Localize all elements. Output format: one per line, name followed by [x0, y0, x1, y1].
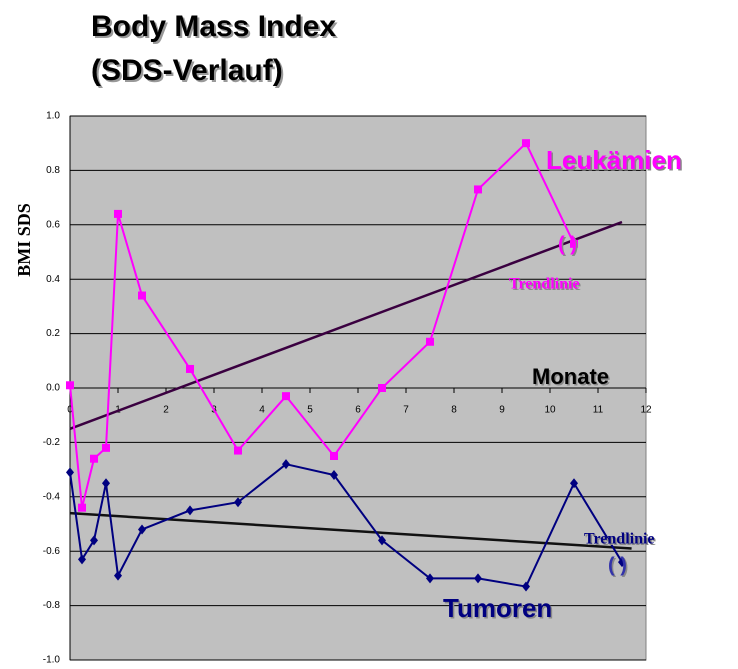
y-tick-label: 0.4 — [46, 274, 60, 285]
y-tick-label: 0.0 — [46, 383, 60, 394]
annotation-shadow: Trendlinie — [586, 532, 657, 549]
marker — [282, 392, 290, 401]
marker — [618, 557, 626, 568]
annotation-shadow: Tumoren — [445, 594, 554, 624]
annotation-shadow: Trendlinie — [511, 277, 582, 294]
title-shadow: (SDS-Verlauf) — [93, 56, 285, 89]
marker — [330, 452, 338, 460]
x-tick-label: 6 — [355, 405, 361, 416]
x-tick-label: 0 — [67, 405, 73, 416]
marker — [234, 446, 242, 455]
y-tick-label: -0.8 — [43, 600, 61, 611]
y-tick-label: 0.6 — [46, 219, 60, 230]
marker — [102, 443, 110, 452]
y-tick-label: -1.0 — [43, 655, 61, 666]
marker — [66, 467, 74, 478]
marker — [114, 209, 122, 218]
x-tick-label: 8 — [451, 405, 457, 416]
marker — [186, 364, 194, 373]
marker — [102, 478, 110, 489]
marker — [114, 570, 122, 581]
marker — [138, 524, 146, 535]
x-tick-label: 7 — [403, 405, 409, 416]
annotation-shadow: ( ) — [610, 556, 629, 578]
chart-title: (SDS-Verlauf) — [91, 54, 283, 87]
series-line — [69, 463, 623, 588]
x-tick-label: 11 — [593, 405, 604, 416]
annotation: ( ) — [608, 554, 627, 576]
marker — [234, 497, 242, 508]
x-tick-label: 12 — [640, 405, 652, 416]
y-tick-label: -0.2 — [43, 437, 61, 448]
x-tick-label: 9 — [499, 405, 505, 416]
annotation: ( ) — [558, 233, 577, 255]
marker — [78, 503, 86, 512]
marker — [570, 478, 578, 489]
trendline — [69, 511, 632, 550]
marker — [426, 337, 434, 346]
x-tick-label: 2 — [163, 405, 169, 416]
annotation-shadow: Leukämien — [548, 146, 684, 176]
x-tick-label: 4 — [259, 405, 265, 416]
marker — [90, 454, 98, 463]
annotation: Trendlinie — [509, 276, 580, 293]
marker — [330, 470, 338, 481]
x-tick-label: 10 — [544, 405, 556, 416]
annotation: Tumoren — [443, 593, 552, 623]
y-tick-label: 0.2 — [46, 328, 60, 339]
y-axis-label: BMI SDS — [14, 203, 34, 277]
annotation: Trendlinie — [584, 531, 655, 548]
marker — [66, 381, 74, 390]
x-tick-label: 5 — [307, 405, 313, 416]
marker — [474, 573, 482, 584]
trendline — [69, 220, 623, 430]
marker — [522, 139, 530, 148]
title: Body Mass Index Body Mass Index (SDS-Ver… — [91, 10, 338, 89]
marker — [522, 581, 530, 592]
marker — [186, 505, 194, 516]
marker — [378, 384, 386, 392]
annotation-shadow: Monate — [534, 365, 611, 390]
y-tick-label: -0.4 — [43, 491, 61, 502]
annotation: Leukämien — [546, 145, 682, 175]
y-tick-label: -0.6 — [43, 546, 61, 557]
marker — [570, 239, 578, 248]
title-shadow: Body Mass Index — [93, 12, 338, 45]
annotation-shadow: ( ) — [560, 235, 579, 257]
chart-title: Body Mass Index — [91, 10, 336, 43]
marker — [78, 554, 86, 565]
marker — [474, 185, 482, 194]
annotation: Monate — [532, 364, 609, 389]
marker — [426, 573, 434, 584]
y-tick-label: 1.0 — [46, 111, 60, 122]
marker — [90, 535, 98, 546]
marker — [378, 535, 386, 546]
marker — [138, 291, 146, 300]
y-tick-label: 0.8 — [46, 165, 60, 176]
marker — [282, 459, 290, 470]
